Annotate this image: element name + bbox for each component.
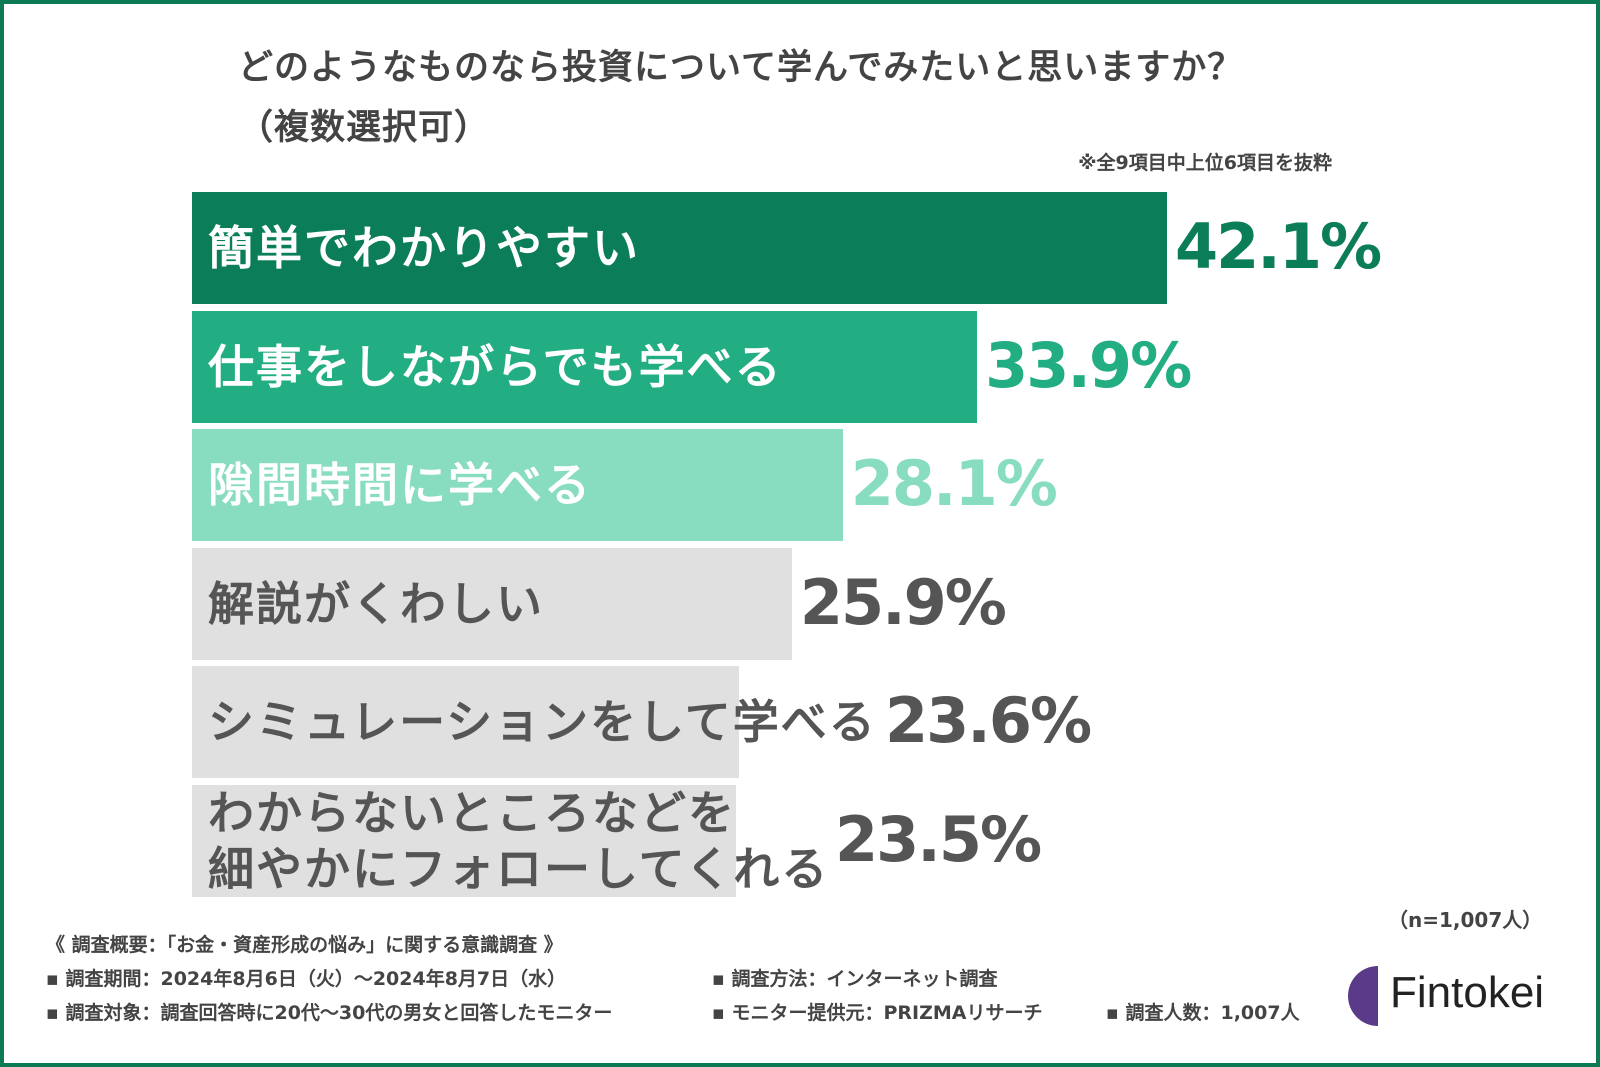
bar xyxy=(192,429,843,541)
bar-label: 解説がくわしい xyxy=(208,576,544,631)
logo-mark-icon xyxy=(1348,966,1378,1026)
survey-provider: ▪ モニター提供元：PRIZMAリサーチ xyxy=(712,1002,1043,1024)
survey-method: ▪ 調査方法：インターネット調査 xyxy=(712,968,998,990)
value-label: 28.1% xyxy=(850,447,1058,520)
bar-label: 隙間時間に学べる xyxy=(208,458,592,512)
value-label: 23.6% xyxy=(885,684,1092,757)
value-label: 25.9% xyxy=(799,565,1007,639)
bar xyxy=(192,310,978,423)
chart-title: どのようなものなら投資について学んでみたいと思いますか？ （複数選択可） xyxy=(238,38,1243,158)
extract-note: ※全9項目中上位6項目を抜粋 xyxy=(1078,152,1332,174)
bar-label: わからないところなどを 細やかにフォローしてくれる xyxy=(208,785,830,896)
bar xyxy=(192,666,739,778)
survey-target: ▪ 調査対象：調査回答時に20代～30代の男女と回答したモニター xyxy=(46,1002,613,1024)
survey-count: ▪ 調査人数：1,007人 xyxy=(1106,1002,1300,1024)
survey-overview: 《 調査概要：「お金・資産形成の悩み」に関する意識調査 》 xyxy=(46,934,563,956)
logo-text: Fintokei xyxy=(1390,968,1545,1017)
value-label: 42.1% xyxy=(1175,210,1382,283)
bar-label: シミュレーションをして学べる xyxy=(208,695,877,749)
fintokei-logo: Fintokei xyxy=(1348,966,1568,1026)
sample-size: （n=1,007人） xyxy=(1388,908,1543,932)
bar xyxy=(192,784,737,897)
value-label: 23.5% xyxy=(835,802,1042,876)
survey-period: ▪ 調査期間：2024年8月6日（火）～2024年8月7日（水） xyxy=(46,968,567,990)
title-line-1: どのようなものなら投資について学んでみたいと思いますか？ xyxy=(238,48,1244,88)
value-label: 33.9% xyxy=(985,328,1192,402)
bar-label: 仕事をしながらでも学べる xyxy=(208,339,783,394)
bar-label: 簡単でわかりやすい xyxy=(208,221,640,275)
bar xyxy=(192,547,792,660)
title-line-2: （複数選択可） xyxy=(238,108,491,148)
bar xyxy=(192,192,1167,304)
